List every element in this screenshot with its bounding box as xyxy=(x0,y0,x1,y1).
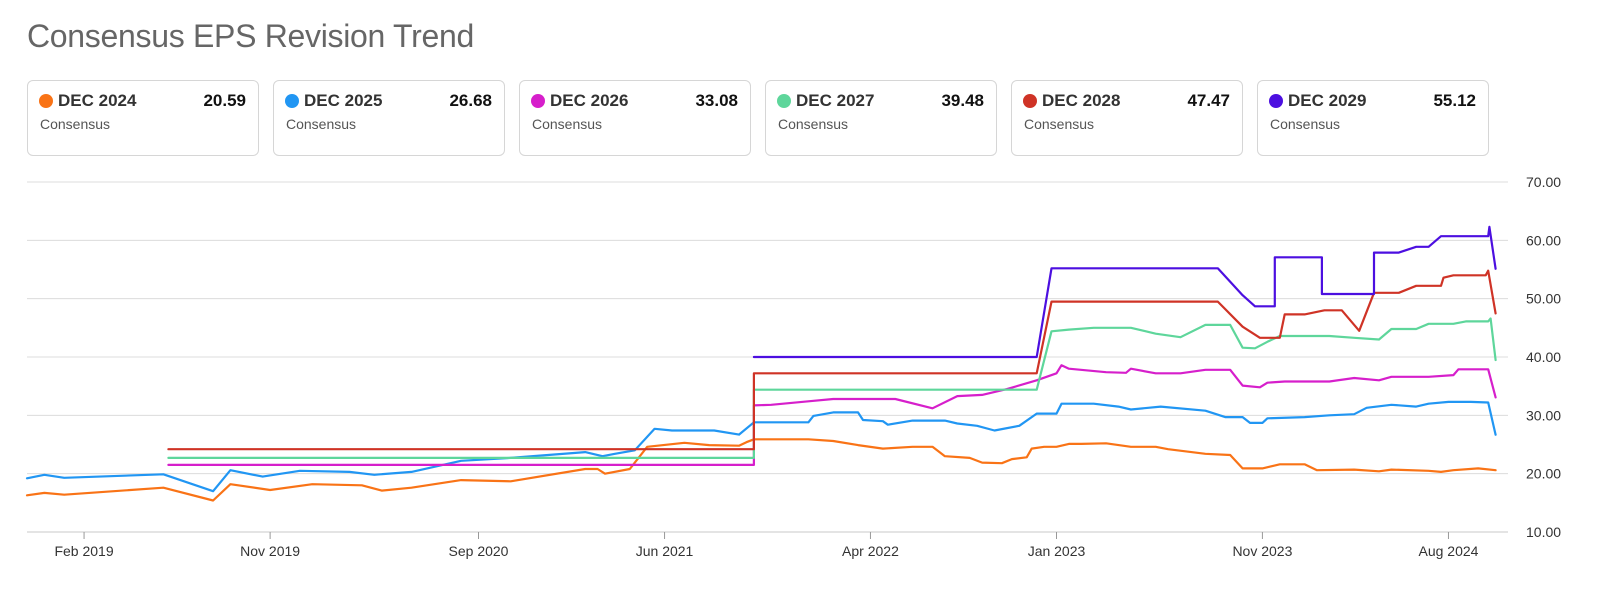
series-line-dec-2029[interactable] xyxy=(752,225,1497,359)
legend-series-name: DEC 2028 xyxy=(1042,91,1121,110)
legend-dot-icon xyxy=(777,94,791,108)
x-tick-label: Sep 2020 xyxy=(449,543,509,559)
legend-series-sublabel: Consensus xyxy=(40,116,111,132)
series-lines xyxy=(25,225,1497,502)
legend-series-value: 26.68 xyxy=(449,91,492,110)
legend-series-value: 55.12 xyxy=(1433,91,1476,110)
legend-series-sublabel: Consensus xyxy=(778,116,849,132)
y-tick-label: 40.00 xyxy=(1526,349,1561,365)
x-tick-label: Nov 2023 xyxy=(1232,543,1292,559)
y-tick-label: 50.00 xyxy=(1526,291,1561,307)
legend-dot-icon xyxy=(285,94,299,108)
x-tick-label: Apr 2022 xyxy=(842,543,899,559)
legend-series-name: DEC 2026 xyxy=(550,91,629,110)
legend-card-dec-2025[interactable]: DEC 2025 26.68 Consensus xyxy=(273,80,505,156)
x-tick-label: Nov 2019 xyxy=(240,543,300,559)
chart-title: Consensus EPS Revision Trend xyxy=(27,18,474,54)
x-tick-label: Jan 2023 xyxy=(1028,543,1086,559)
legend-series-value: 33.08 xyxy=(695,91,738,110)
series-line-dec-2026[interactable] xyxy=(167,364,1497,466)
y-tick-label: 20.00 xyxy=(1526,466,1561,482)
legend-card-dec-2029[interactable]: DEC 2029 55.12 Consensus xyxy=(1257,80,1489,156)
legend-series-value: 47.47 xyxy=(1187,91,1230,110)
x-tick-label: Feb 2019 xyxy=(54,543,113,559)
legend-series-sublabel: Consensus xyxy=(532,116,603,132)
legend-series-value: 39.48 xyxy=(941,91,984,110)
series-line-dec-2028[interactable] xyxy=(167,269,1497,451)
legend-card-dec-2028[interactable]: DEC 2028 47.47 Consensus xyxy=(1011,80,1243,156)
y-tick-label: 60.00 xyxy=(1526,232,1561,248)
legend-card-dec-2026[interactable]: DEC 2026 33.08 Consensus xyxy=(519,80,751,156)
legend-series-sublabel: Consensus xyxy=(1024,116,1095,132)
legend-dot-icon xyxy=(1023,94,1037,108)
y-axis: 70.00 60.00 50.00 40.00 30.00 20.00 10.00 xyxy=(1526,174,1561,540)
legend-dot-icon xyxy=(531,94,545,108)
legend-series-name: DEC 2029 xyxy=(1288,91,1367,110)
legend-series-name: DEC 2027 xyxy=(796,91,875,110)
y-tick-label: 70.00 xyxy=(1526,174,1561,190)
y-tick-label: 10.00 xyxy=(1526,524,1561,540)
x-axis: Feb 2019 Nov 2019 Sep 2020 Jun 2021 Apr 2022… xyxy=(54,532,1479,559)
legend-card-dec-2027[interactable]: DEC 2027 39.48 Consensus xyxy=(765,80,997,156)
series-line-dec-2024[interactable] xyxy=(25,438,1497,502)
x-tick-label: Aug 2024 xyxy=(1418,543,1478,559)
x-tick-label: Jun 2021 xyxy=(636,543,694,559)
legend-card-dec-2024[interactable]: DEC 2024 20.59 Consensus xyxy=(27,80,259,156)
series-line-dec-2025[interactable] xyxy=(25,400,1497,493)
series-line-dec-2027[interactable] xyxy=(167,317,1497,459)
legend-series-name: DEC 2024 xyxy=(58,91,137,110)
legend-series-name: DEC 2025 xyxy=(304,91,383,110)
legend-series-value: 20.59 xyxy=(203,91,246,110)
legend-series-sublabel: Consensus xyxy=(1270,116,1341,132)
legend-dot-icon xyxy=(1269,94,1283,108)
y-tick-label: 30.00 xyxy=(1526,407,1561,423)
legend-dot-icon xyxy=(39,94,53,108)
legend-series-sublabel: Consensus xyxy=(286,116,357,132)
